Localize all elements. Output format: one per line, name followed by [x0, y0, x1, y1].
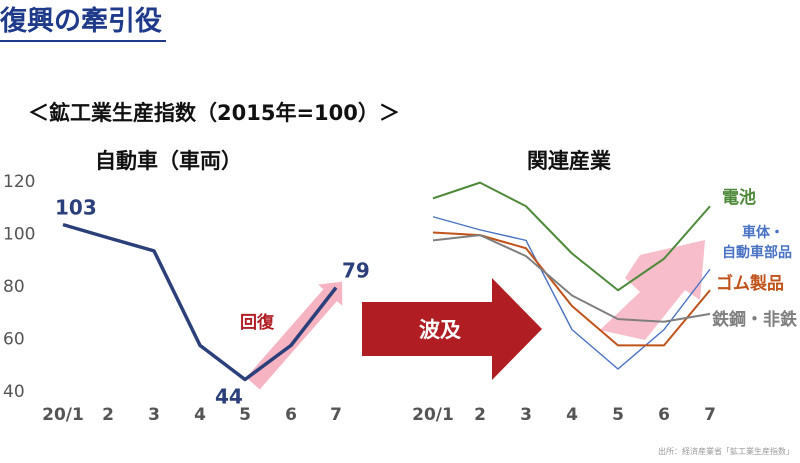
y-tick-label: 80	[3, 277, 25, 297]
x-tick-label: 5	[612, 405, 624, 425]
auto-production-chart: 40 60 80 100 120 20/1 2 3 4 5 6 7 回復 103 44 79	[3, 172, 370, 425]
data-label: 103	[55, 196, 97, 220]
y-tick-label: 40	[3, 382, 25, 402]
y-tick-label: 100	[3, 225, 35, 245]
auto-series-line	[62, 222, 338, 382]
y-tick-label: 60	[3, 330, 25, 350]
x-tick-label: 6	[285, 405, 297, 425]
series-line	[432, 216, 711, 370]
page-title: 復興の牽引役	[0, 4, 166, 42]
source-note: 出所：経済産業省「鉱工業生産指数」	[658, 447, 794, 456]
left-panel-title: 自動車（車両）	[95, 149, 242, 173]
chart-subtitle: ＜鉱工業生産指数（2015年=100）＞	[28, 101, 400, 125]
x-tick-label: 5	[239, 405, 251, 425]
legend-label: 車体・	[742, 224, 784, 241]
legend-label: 自動車部品	[722, 244, 792, 261]
ripple-label: 波及	[419, 318, 462, 342]
legend-label: ゴム製品	[716, 273, 784, 294]
legend-label: 電池	[722, 187, 756, 208]
series-line	[432, 181, 711, 292]
x-tick-label: 20/1	[42, 405, 84, 425]
legend-label: 鉄鋼・非鉄	[712, 309, 797, 330]
ripple-arrow-shape	[362, 278, 542, 380]
x-tick-label: 4	[566, 405, 578, 425]
data-label: 79	[342, 259, 370, 283]
x-tick-label: 2	[474, 405, 486, 425]
recovery-label: 回復	[240, 312, 275, 333]
x-tick-label: 6	[658, 405, 670, 425]
data-label: 44	[215, 385, 243, 409]
related-recovery-arrow	[600, 240, 705, 340]
x-tick-label: 7	[330, 405, 342, 425]
right-panel-title: 関連産業	[527, 149, 611, 173]
x-tick-label: 3	[520, 405, 532, 425]
x-tick-label: 2	[102, 405, 114, 425]
series-line	[432, 234, 711, 323]
x-tick-label: 4	[194, 405, 206, 425]
ripple-arrow: 波及	[362, 278, 542, 380]
x-tick-label: 7	[704, 405, 716, 425]
y-tick-label: 120	[3, 172, 35, 192]
x-tick-label: 20/1	[412, 405, 454, 425]
x-tick-label: 3	[148, 405, 160, 425]
